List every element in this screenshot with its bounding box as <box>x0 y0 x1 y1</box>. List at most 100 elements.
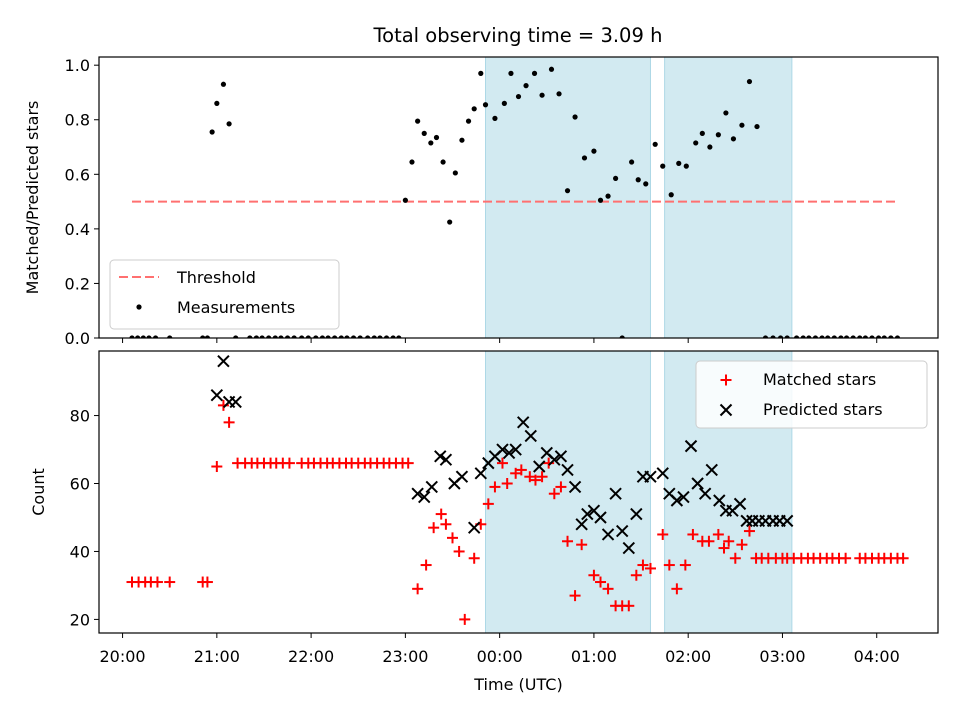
x-tick-label: 00:00 <box>477 647 523 666</box>
measurement-point <box>869 335 875 338</box>
x-tick-label: 23:00 <box>382 647 428 666</box>
measurement-point <box>492 115 498 121</box>
predicted-point <box>780 514 794 528</box>
measurement-point <box>597 197 604 203</box>
measurement-point <box>278 335 284 338</box>
predicted-point <box>713 494 726 507</box>
measurement-point <box>459 137 465 143</box>
x-tick-label: 03:00 <box>759 647 805 666</box>
matched-point <box>510 467 522 479</box>
measurement-point <box>508 70 514 76</box>
predicted-point-b <box>517 416 530 429</box>
matched-point <box>482 498 494 510</box>
x-tick-label: 04:00 <box>854 647 900 666</box>
predicted-point <box>217 354 230 368</box>
measurement-point <box>344 335 350 338</box>
measurement-point <box>471 106 477 112</box>
measurement-point <box>433 134 440 141</box>
measurement-point <box>605 193 611 199</box>
legend-matched-swatch <box>720 374 732 386</box>
matched-point <box>402 457 414 469</box>
measurement-point <box>629 159 635 165</box>
predicted-point <box>581 507 594 521</box>
measurement-point <box>152 335 159 338</box>
measurement-point <box>857 335 863 338</box>
measurement-point <box>226 121 232 127</box>
measurement-point <box>715 132 721 138</box>
matched-point <box>412 583 424 595</box>
x-axis-label: Time (UTC) <box>473 675 562 694</box>
measurement-point <box>482 102 489 108</box>
matched-point <box>569 590 581 602</box>
matched-point <box>211 461 223 473</box>
measurement-point <box>676 160 682 166</box>
matched-point <box>201 576 213 588</box>
predicted-point-b <box>713 494 726 507</box>
measurement-point <box>825 335 831 338</box>
matched-point <box>428 522 440 534</box>
plot-area <box>129 57 901 338</box>
measurement-point <box>383 335 390 338</box>
measurement-point <box>129 335 135 338</box>
predicted-point <box>533 460 546 473</box>
matched-point <box>703 535 715 547</box>
measurement-point <box>421 130 427 136</box>
measurement-point <box>548 66 555 72</box>
predicted-point-b <box>705 463 718 477</box>
predicted-point-b <box>533 460 546 473</box>
measurement-point <box>377 335 383 338</box>
legend-predicted-label: Predicted stars <box>763 400 883 419</box>
predicted-point <box>615 524 629 538</box>
measurement-point <box>812 335 819 338</box>
matched-point <box>440 518 452 530</box>
matched-point <box>151 576 163 588</box>
predicted-point-b <box>575 518 588 531</box>
predicted-point <box>740 514 753 528</box>
x-tick-label: 01:00 <box>571 647 617 666</box>
y-tick-label: 60 <box>70 475 90 494</box>
y-tick-label: 0.8 <box>65 111 90 130</box>
matched-point <box>223 416 235 428</box>
measurement-point <box>581 155 588 161</box>
matched-point <box>164 576 176 588</box>
measurement-point <box>371 335 377 338</box>
measurement-point <box>402 197 408 203</box>
measurement-point <box>746 78 753 85</box>
predicted-point-b <box>698 487 712 500</box>
predicted-point-b <box>568 480 582 494</box>
measurement-point <box>396 335 402 338</box>
matched-point <box>496 457 508 469</box>
predicted-point <box>622 541 636 555</box>
predicted-point <box>733 497 747 511</box>
matched-point <box>536 471 548 483</box>
predicted-point-b <box>561 463 574 477</box>
predicted-point-b <box>740 514 753 528</box>
measurement-point <box>135 335 141 338</box>
predicted-point <box>601 528 615 541</box>
y-tick-label: 1.0 <box>65 56 90 75</box>
predicted-point-b <box>540 446 553 460</box>
legend-threshold-label: Threshold <box>176 268 256 287</box>
measurement-point <box>332 335 338 338</box>
predicted-point-b <box>434 450 447 463</box>
measurement-point <box>876 335 882 338</box>
top-panel: 0.0 0.2 0.4 0.6 0.8 1.0 Matched/Predicted star… <box>23 56 939 348</box>
measurement-point <box>523 83 529 89</box>
predicted-point <box>524 429 537 443</box>
predicted-point <box>609 487 622 500</box>
measurement-point <box>806 335 812 338</box>
predicted-point <box>575 518 588 531</box>
measurement-point <box>556 91 562 97</box>
measurement-point <box>350 335 357 338</box>
bottom-panel: 20 40 60 80 20:00 21:00 22:00 23:00 00:00 01:00 02… <box>29 350 939 694</box>
y-tick-label: 80 <box>70 407 90 426</box>
legend: Matched stars Predicted stars <box>695 360 928 429</box>
matched-point <box>524 471 536 483</box>
plot-area <box>126 351 909 633</box>
measurement-point <box>693 140 699 146</box>
predicted-point-b <box>594 511 607 524</box>
measurement-point <box>415 118 421 124</box>
predicted-point-b <box>418 490 431 504</box>
measurement-point <box>452 170 458 176</box>
measurement-point <box>843 335 850 338</box>
